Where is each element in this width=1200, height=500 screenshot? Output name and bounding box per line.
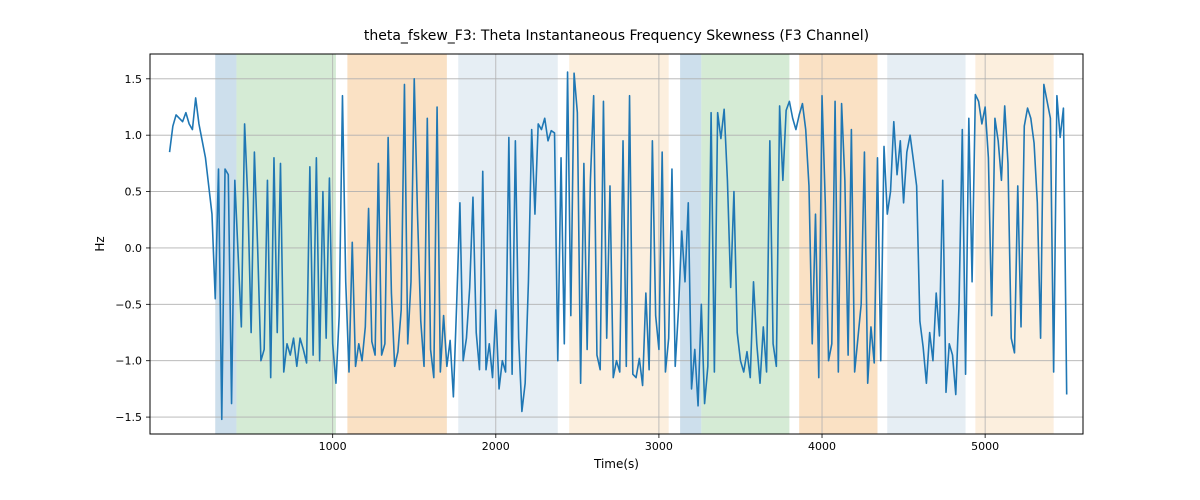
y-tick-label: 1.5 bbox=[125, 73, 143, 86]
y-tick-label: 1.0 bbox=[125, 129, 143, 142]
y-tick-label: −1.0 bbox=[115, 355, 142, 368]
x-tick-label: 5000 bbox=[971, 440, 999, 453]
chart-container: 1000 2000 3000 4000 5000 −1.5 −1.0 −0.5 0.0 0.5 1.… bbox=[0, 0, 1200, 500]
y-tick-label: −1.5 bbox=[115, 411, 142, 424]
y-tick-label: 0.5 bbox=[125, 186, 143, 199]
x-tick-label: 2000 bbox=[482, 440, 510, 453]
chart-title: theta_fskew_F3: Theta Instantaneous Freq… bbox=[364, 28, 869, 44]
y-axis-label: Hz bbox=[93, 236, 107, 251]
x-tick-label: 1000 bbox=[319, 440, 347, 453]
y-tick-label: 0.0 bbox=[125, 242, 143, 255]
x-axis: 1000 2000 3000 4000 5000 bbox=[319, 434, 999, 453]
x-tick-label: 4000 bbox=[808, 440, 836, 453]
x-axis-label: Time(s) bbox=[593, 457, 639, 471]
line-chart: 1000 2000 3000 4000 5000 −1.5 −1.0 −0.5 0.0 0.5 1.… bbox=[0, 0, 1200, 500]
y-axis: −1.5 −1.0 −0.5 0.0 0.5 1.0 1.5 bbox=[115, 73, 150, 424]
y-tick-label: −0.5 bbox=[115, 298, 142, 311]
x-tick-label: 3000 bbox=[645, 440, 673, 453]
